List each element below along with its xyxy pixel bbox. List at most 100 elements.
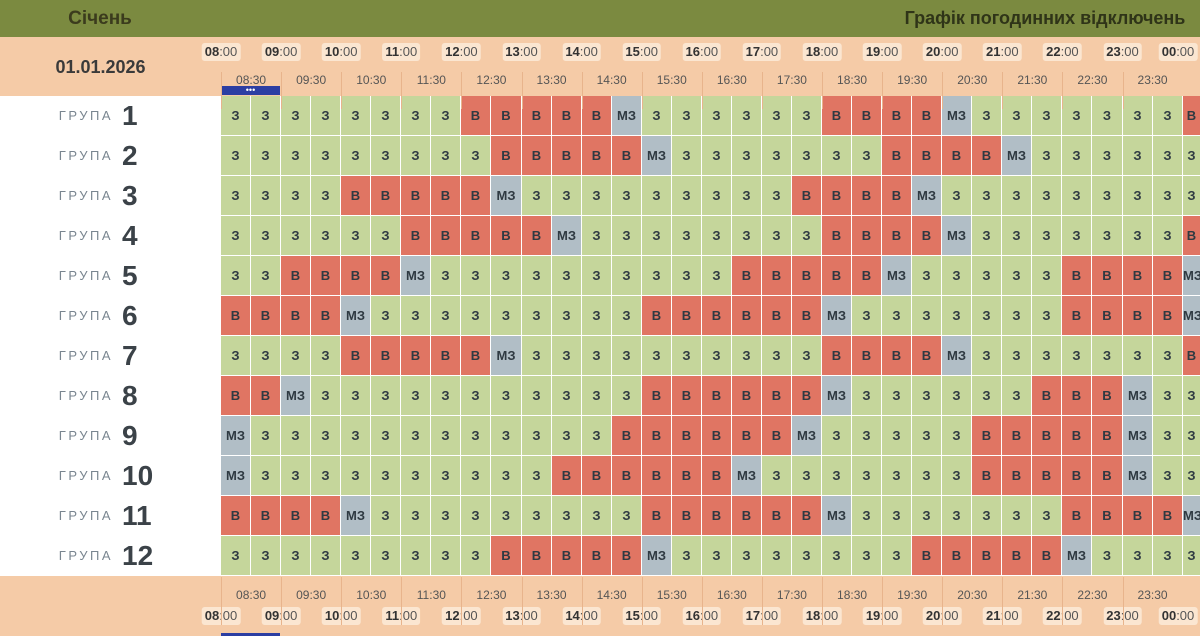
group-label: ГРУПА xyxy=(58,108,113,123)
schedule-cell: З xyxy=(311,456,340,495)
schedule-cell: В xyxy=(1183,216,1200,255)
schedule-cell: З xyxy=(912,456,941,495)
schedule-cell: З xyxy=(912,496,941,535)
schedule-cell: З xyxy=(1153,456,1182,495)
half-hour-label-top: 19:30 xyxy=(897,73,928,87)
schedule-cell: З xyxy=(251,96,280,135)
schedule-cell: З xyxy=(672,136,701,175)
half-hour-label-bottom: 22:30 xyxy=(1077,588,1108,602)
hour-suffix: :00 xyxy=(279,44,298,59)
group-label: ГРУПА xyxy=(58,308,113,323)
tick-bottom xyxy=(461,577,463,625)
schedule-cell: В xyxy=(1123,256,1152,295)
schedule-cell: В xyxy=(311,496,340,535)
schedule-cell: В xyxy=(972,536,1001,575)
schedule-cell: З xyxy=(612,336,641,375)
tick-bottom xyxy=(1002,577,1004,625)
hour-value: 18 xyxy=(805,44,821,59)
hour-suffix: :00 xyxy=(820,44,839,59)
schedule-cell: З xyxy=(582,176,611,215)
hour-suffix: :00 xyxy=(579,44,598,59)
schedule-cell: З xyxy=(431,96,460,135)
schedule-cell: В xyxy=(912,536,941,575)
schedule-cell: В xyxy=(882,136,911,175)
schedule-cell: В xyxy=(431,176,460,215)
schedule-cell: З xyxy=(491,496,521,535)
schedule-cell: МЗ xyxy=(792,416,821,455)
half-hour-label-bottom: 12:30 xyxy=(476,588,507,602)
hour-label-top: 18:00 xyxy=(802,43,842,61)
group-row: ГРУПА 8 xyxy=(0,376,221,416)
schedule-cell: В xyxy=(341,176,370,215)
schedule-cell: В xyxy=(552,456,581,495)
schedule-cell: З xyxy=(522,456,551,495)
schedule-cell: В xyxy=(1153,256,1182,295)
schedule-cell: В xyxy=(612,536,641,575)
schedule-cell: З xyxy=(522,176,551,215)
schedule-cell: МЗ xyxy=(942,336,971,375)
schedule-cell: В xyxy=(672,416,701,455)
half-hour-label-top: 15:30 xyxy=(656,73,687,87)
schedule-cell: З xyxy=(1092,136,1122,175)
schedule-cell: З xyxy=(431,416,460,455)
tick-top xyxy=(401,72,403,109)
schedule-cell: З xyxy=(792,456,821,495)
schedule-cell: В xyxy=(702,416,731,455)
schedule-cell: З xyxy=(552,256,581,295)
tick-bottom xyxy=(281,577,283,625)
schedule-cell: В xyxy=(281,496,310,535)
schedule-cell: В xyxy=(822,256,851,295)
schedule-cell: З xyxy=(1153,536,1182,575)
schedule-cell: З xyxy=(461,296,490,335)
schedule-cell: МЗ xyxy=(1002,136,1031,175)
hour-label-bottom: 22:00 xyxy=(1043,607,1082,625)
schedule-cell: МЗ xyxy=(1062,536,1091,575)
schedule-cell: В xyxy=(642,296,671,335)
schedule-cell: В xyxy=(882,176,911,215)
schedule-cell: З xyxy=(942,176,971,215)
schedule-cell: З xyxy=(552,296,581,335)
schedule-cell: З xyxy=(281,416,310,455)
schedule-cell: З xyxy=(582,216,611,255)
schedule-cell: МЗ xyxy=(822,296,851,335)
schedule-cell: В xyxy=(792,296,821,335)
schedule-cell: З xyxy=(522,416,551,455)
schedule-cell: З xyxy=(1002,376,1031,415)
hour-value: 09 xyxy=(264,608,280,623)
schedule-cell: МЗ xyxy=(1123,416,1152,455)
schedule-cell: В xyxy=(1062,256,1091,295)
hour-value: 21 xyxy=(986,608,1001,623)
schedule-cell: З xyxy=(311,136,340,175)
hour-suffix: :00 xyxy=(880,44,899,59)
schedule-cell: З xyxy=(882,376,911,415)
schedule-cell: З xyxy=(672,536,701,575)
schedule-cell: В xyxy=(1032,536,1061,575)
schedule-cell: В xyxy=(1092,456,1122,495)
schedule-cell: З xyxy=(401,136,430,175)
schedule-cell: З xyxy=(852,456,881,495)
hour-label-top: 12:00 xyxy=(442,43,481,61)
schedule-cell: В xyxy=(522,96,551,135)
group-number: 10 xyxy=(122,460,154,491)
schedule-cell: З xyxy=(281,96,310,135)
schedule-cell: В xyxy=(732,416,761,455)
tick-bottom xyxy=(942,577,944,625)
schedule-cell: З xyxy=(1092,536,1122,575)
group-number: 3 xyxy=(122,180,138,211)
schedule-cell: З xyxy=(1183,456,1200,495)
schedule-cell: З xyxy=(1002,216,1031,255)
half-hour-label-bottom: 09:30 xyxy=(296,588,327,602)
hour-label-top: 09:00 xyxy=(261,43,301,61)
group-row: ГРУПА 1 xyxy=(0,96,221,136)
hour-suffix: :00 xyxy=(1060,44,1079,59)
hour-suffix: :00 xyxy=(1000,608,1019,623)
schedule-cell: В xyxy=(491,216,521,255)
tick-top xyxy=(1062,72,1064,109)
hour-label-top: 00:00 xyxy=(1158,43,1198,61)
schedule-cell: З xyxy=(1002,256,1031,295)
schedule-cell: З xyxy=(371,536,400,575)
schedule-cell: З xyxy=(311,376,340,415)
hour-value: 21 xyxy=(986,44,1001,59)
half-hour-label-bottom: 18:30 xyxy=(837,588,868,602)
tick-bottom xyxy=(761,577,763,625)
